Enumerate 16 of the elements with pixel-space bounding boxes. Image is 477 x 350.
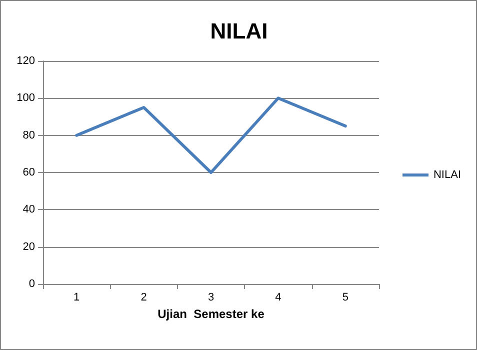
y-tick-label: 100 bbox=[16, 92, 35, 104]
y-tick-label: 0 bbox=[28, 278, 35, 290]
y-tick-label: 80 bbox=[22, 129, 35, 142]
x-tick-label: 2 bbox=[140, 292, 147, 304]
legend-label: NILAI bbox=[433, 169, 462, 181]
x-tick-label: 3 bbox=[208, 292, 214, 304]
y-tick-label: 20 bbox=[22, 240, 35, 253]
line-series bbox=[75, 96, 347, 174]
x-tick-label: 1 bbox=[74, 292, 80, 304]
y-tick-label: 120 bbox=[16, 55, 35, 67]
x-tick-label: 4 bbox=[275, 292, 282, 304]
chart-title: NILAI bbox=[210, 18, 268, 44]
y-tick-label: 40 bbox=[22, 204, 35, 216]
y-tick-label: 60 bbox=[22, 166, 35, 178]
x-tick-label: 5 bbox=[342, 292, 348, 304]
x-axis-title: Ujian Semester ke bbox=[158, 306, 265, 321]
